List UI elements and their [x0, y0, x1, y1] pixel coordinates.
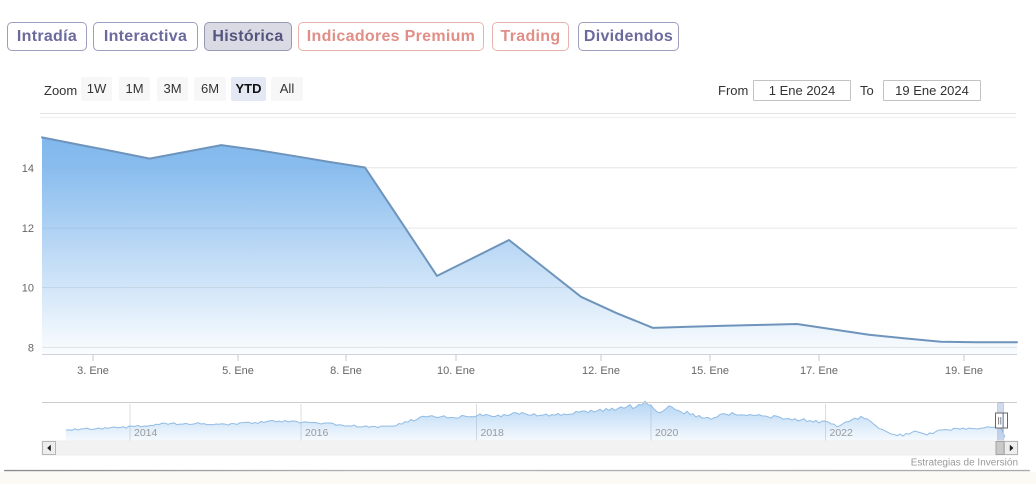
svg-text:10. Ene: 10. Ene	[437, 365, 475, 377]
svg-text:2020: 2020	[655, 427, 679, 439]
svg-text:14: 14	[22, 163, 34, 175]
svg-text:5. Ene: 5. Ene	[222, 365, 254, 377]
svg-text:19. Ene: 19. Ene	[945, 365, 983, 377]
svg-text:2016: 2016	[305, 427, 329, 439]
svg-text:3. Ene: 3. Ene	[77, 365, 109, 377]
svg-text:17. Ene: 17. Ene	[800, 365, 838, 377]
svg-text:12. Ene: 12. Ene	[582, 365, 620, 377]
svg-text:12: 12	[22, 223, 34, 235]
svg-text:15. Ene: 15. Ene	[691, 365, 729, 377]
svg-text:Estrategias de Inversión: Estrategias de Inversión	[911, 458, 1018, 469]
svg-text:8: 8	[28, 342, 34, 354]
svg-text:2018: 2018	[481, 427, 505, 439]
svg-text:2014: 2014	[134, 427, 158, 439]
svg-text:10: 10	[22, 283, 34, 295]
svg-text:8. Ene: 8. Ene	[330, 365, 362, 377]
svg-text:2022: 2022	[830, 427, 854, 439]
